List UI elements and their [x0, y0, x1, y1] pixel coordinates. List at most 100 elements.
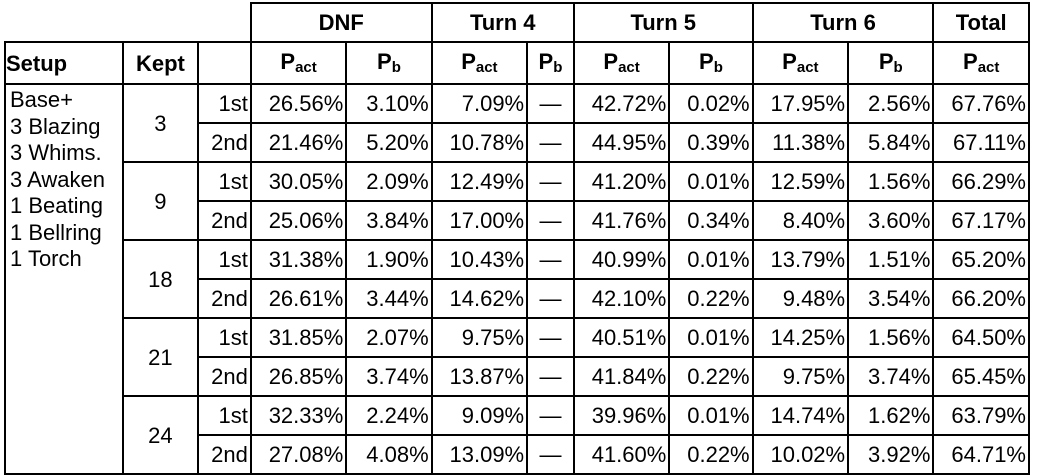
sub-header-turn4-pact: Pact — [430, 41, 529, 85]
p-symbol: P — [377, 49, 392, 74]
empty-corner — [5, 3, 251, 42]
header-turn-6: Turn 6 — [751, 2, 935, 43]
value-cell: 66.29% — [932, 161, 1030, 202]
p-symbol: P — [538, 49, 554, 74]
kept-cell: 24 — [121, 395, 200, 475]
header-setup: Setup — [4, 41, 124, 85]
header-order-blank — [197, 41, 252, 85]
order-cell: 1st — [197, 239, 252, 280]
value-cell: 0.02% — [668, 83, 754, 124]
value-cell: 31.38% — [249, 239, 348, 280]
value-cell: 3.54% — [847, 278, 935, 319]
value-cell: 13.09% — [430, 434, 529, 475]
order-cell: 1st — [197, 161, 252, 202]
value-cell: 26.85% — [249, 356, 348, 397]
value-cell: 39.96% — [572, 395, 671, 436]
setup-line: 3 Awaken — [10, 166, 106, 192]
value-cell: 41.60% — [572, 434, 671, 475]
value-cell: 14.74% — [751, 395, 850, 436]
value-cell: 3.92% — [847, 434, 935, 475]
kept-cell: 21 — [121, 317, 200, 397]
order-cell: 2nd — [197, 200, 252, 241]
value-cell: 10.02% — [751, 434, 850, 475]
value-cell: 21.46% — [249, 122, 348, 163]
group-header-row: DNF Turn 4 Turn 5 Turn 6 Total — [5, 2, 1030, 43]
sub-header-turn4-pb: Pb — [526, 41, 575, 85]
setup-line: 3 Whims. — [10, 140, 102, 165]
header-turn-5: Turn 5 — [572, 2, 754, 43]
value-cell: — — [526, 395, 575, 436]
value-cell: 10.43% — [430, 239, 529, 280]
setup-line: 1 Torch — [10, 246, 82, 271]
sub-header-dnf-pb: Pb — [345, 41, 433, 85]
sub-header-row: Setup Kept Pact Pb Pact Pb Pact Pb Pact … — [4, 41, 1030, 85]
value-cell: 13.79% — [751, 239, 850, 280]
setup-line: 1 Beating — [10, 193, 103, 218]
order-cell: 2nd — [197, 434, 252, 475]
value-cell: — — [526, 278, 575, 319]
value-cell: 31.85% — [249, 317, 348, 358]
table-row: 2nd 26.85% 3.74% 13.87% —41.84% 0.22% 9.75% 3.7… — [5, 356, 1030, 397]
value-cell: 0.01% — [668, 395, 754, 436]
header-total: Total — [932, 2, 1030, 43]
sub-header-turn6-pb: Pb — [847, 41, 935, 85]
value-cell: — — [526, 356, 575, 397]
value-cell: 0.22% — [668, 278, 754, 319]
p-symbol: P — [963, 49, 978, 74]
setup-line: Base+ — [10, 87, 73, 112]
table-row: 2nd 25.06% 3.84% 17.00% —41.76% 0.34% 8.40% 3.6… — [5, 200, 1030, 241]
value-cell: 1.62% — [847, 395, 935, 436]
value-cell: 64.50% — [932, 317, 1030, 358]
order-cell: 2nd — [197, 278, 252, 319]
value-cell: 13.87% — [430, 356, 529, 397]
value-cell: 65.20% — [932, 239, 1030, 280]
sub-header-turn5-pb: Pb — [668, 41, 754, 85]
p-symbol: P — [461, 49, 476, 74]
kept-cell: 9 — [121, 161, 200, 241]
table-row: 2nd 26.61% 3.44% 14.62% —42.10% 0.22% 9.48% 3.5… — [5, 278, 1030, 319]
header-dnf: DNF — [249, 2, 433, 43]
setup-line: 3 Blazing — [10, 113, 101, 139]
value-cell: 12.49% — [430, 161, 529, 202]
value-cell: — — [526, 239, 575, 280]
value-cell: 40.51% — [572, 317, 671, 358]
table-row: 2nd 21.46% 5.20% 10.78% —44.95% 0.39% 11.38% 5.… — [5, 122, 1030, 163]
order-cell: 1st — [197, 83, 252, 124]
kept-cell: 18 — [121, 239, 200, 319]
value-cell: 12.59% — [751, 161, 850, 202]
value-cell: 9.75% — [430, 317, 529, 358]
value-cell: 0.01% — [668, 161, 754, 202]
table-row: 21 1st 31.85% 2.07% 9.75% —40.51% 0.01% 14.25% 1… — [5, 317, 1030, 397]
value-cell: 14.62% — [430, 278, 529, 319]
order-cell: 1st — [197, 395, 252, 436]
value-cell: 17.95% — [751, 83, 850, 124]
subscript: b — [893, 59, 903, 76]
subscript: b — [713, 59, 723, 76]
value-cell: — — [526, 434, 575, 475]
value-cell: 14.25% — [751, 317, 850, 358]
order-cell: 1st — [197, 317, 252, 358]
subscript: act — [977, 59, 1000, 76]
value-cell: 26.56% — [249, 83, 348, 124]
value-cell: — — [526, 317, 575, 358]
value-cell: 3.44% — [345, 278, 433, 319]
value-cell: 66.20% — [932, 278, 1030, 319]
order-cell: 2nd — [197, 122, 252, 163]
header-kept: Kept — [121, 41, 200, 85]
value-cell: 1.56% — [847, 161, 935, 202]
value-cell: 1.51% — [847, 239, 935, 280]
value-cell: 63.79% — [932, 395, 1030, 436]
table-row: 24 1st 32.33% 2.24% 9.09% —39.96% 0.01% 14.74% 1… — [5, 395, 1030, 475]
value-cell: 3.10% — [345, 83, 433, 124]
value-cell: 41.84% — [572, 356, 671, 397]
value-cell: 3.74% — [345, 356, 433, 397]
value-cell: 41.20% — [572, 161, 671, 202]
value-cell: — — [526, 83, 575, 124]
value-cell: 2.24% — [345, 395, 433, 436]
value-cell: 41.76% — [572, 200, 671, 241]
value-cell: 5.20% — [345, 122, 433, 163]
value-cell: 0.22% — [668, 356, 754, 397]
value-cell: — — [526, 161, 575, 202]
table-row: 2nd 27.08% 4.08% 13.09% —41.60% 0.22% 10.02% 3.… — [5, 434, 1030, 475]
subscript: act — [618, 59, 640, 76]
